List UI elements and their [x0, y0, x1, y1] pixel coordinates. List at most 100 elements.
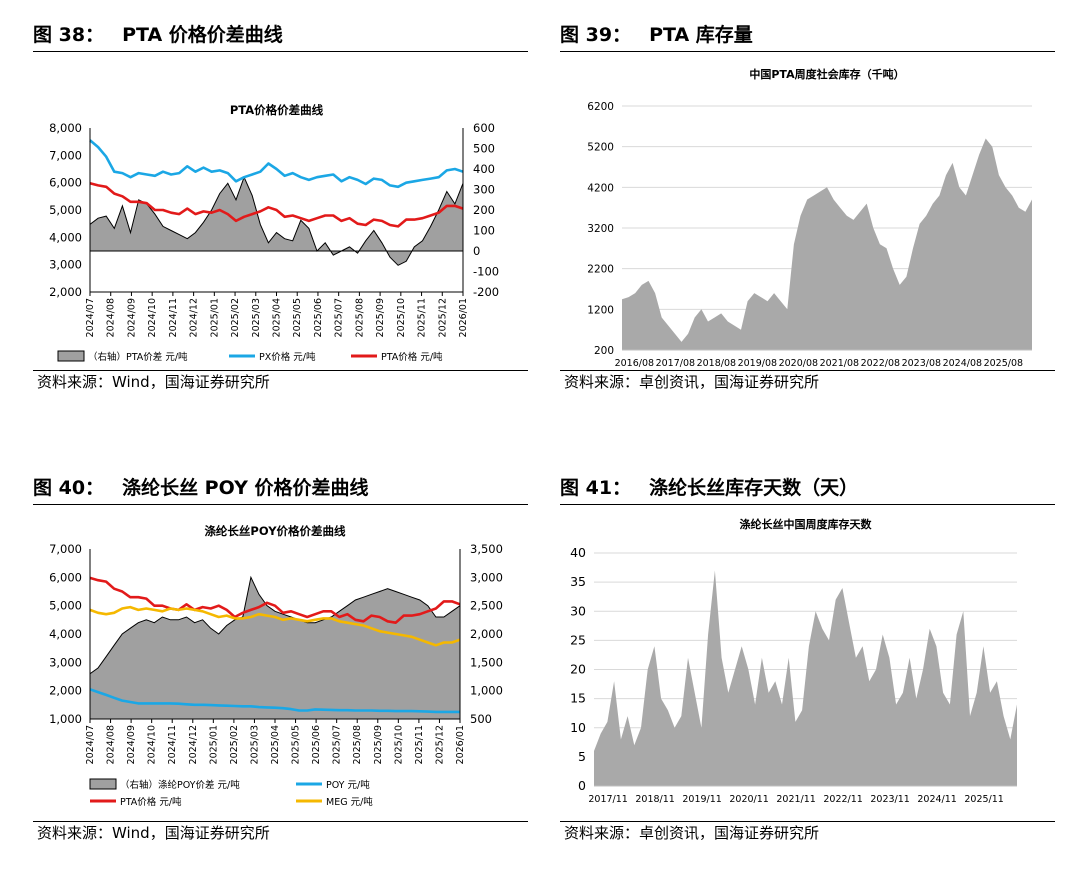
- fig38-x-tick-0: 2024/07: [85, 298, 96, 337]
- fig40-y-right-tick-1: 1,000: [470, 684, 503, 698]
- fig40-series-pta: [89, 576, 461, 624]
- fig40-y-right-tick-2: 1,500: [470, 655, 503, 669]
- fig40-x-tick-6: 2025/01: [208, 725, 219, 764]
- figure-39-top-rule: [560, 51, 1055, 52]
- fig41-y-tick-7: 35: [570, 574, 586, 589]
- fig41-y-tick-6: 30: [570, 603, 586, 618]
- fig40-x-tick-3: 2024/10: [147, 725, 158, 764]
- fig39-y-tick-1: 1200: [587, 304, 614, 316]
- fig38-x-tick-12: 2025/07: [334, 298, 345, 337]
- fig39-x-tick-5: 2021/08: [820, 358, 859, 369]
- fig39-x-tick-7: 2023/08: [902, 358, 941, 369]
- fig41-x-tick-5: 2022/11: [823, 794, 862, 805]
- fig38-x-tick-6: 2025/01: [209, 298, 220, 337]
- fig38-x-tick-5: 2024/12: [189, 298, 200, 337]
- fig40-x-tick-16: 2025/11: [414, 725, 425, 764]
- fig38-x-tick-11: 2025/06: [313, 298, 324, 337]
- figure-39-title: PTA 库存量: [649, 24, 753, 46]
- figure-41-number: 图 41：: [560, 477, 632, 499]
- fig38-y-right-tick-7: 500: [473, 142, 495, 156]
- fig39-chart-title: 中国PTA周度社会库存（千吨）: [749, 67, 904, 81]
- fig40-chart-title: 涤纶长丝POY价格价差曲线: [204, 524, 346, 538]
- figure-40-number: 图 40：: [33, 477, 105, 499]
- fig38-x-tick-3: 2024/10: [147, 298, 158, 337]
- fig38-y-left-tick-0: 2,000: [49, 285, 82, 299]
- fig38-y-left-tick-3: 5,000: [49, 203, 82, 217]
- fig39-y-tick-6: 6200: [587, 101, 614, 113]
- fig39-y-tick-5: 5200: [587, 142, 614, 154]
- fig40-legend-label-1: POY 元/吨: [326, 779, 370, 791]
- fig41-x-tick-6: 2023/11: [870, 794, 909, 805]
- fig38-y-right-tick-1: -100: [473, 265, 499, 279]
- fig38-legend-label-0: （右轴）PTA价差 元/吨: [88, 351, 188, 363]
- fig38-legend-swatch-0: [57, 350, 85, 362]
- fig41-x-tick-2: 2019/11: [682, 794, 721, 805]
- figure-40-bottom-rule: [33, 821, 528, 822]
- fig38-x-tick-18: 2026/01: [458, 298, 469, 337]
- fig38-y-left-tick-5: 7,000: [49, 148, 82, 162]
- fig38-legend-label-2: PTA价格 元/吨: [381, 351, 443, 363]
- figure-40-title: 涤纶长丝 POY 价格价差曲线: [122, 477, 369, 499]
- fig41-y-tick-3: 15: [570, 691, 586, 706]
- fig40-series-poy: [89, 688, 460, 714]
- fig40-y-left-tick-1: 2,000: [49, 684, 82, 698]
- fig38-x-tick-7: 2025/02: [230, 298, 241, 337]
- fig39-x-tick-1: 2017/08: [656, 358, 695, 369]
- figure-39-source: 资料来源：卓创资讯，国海证券研究所: [564, 373, 820, 391]
- fig41-x-tick-4: 2021/11: [776, 794, 815, 805]
- figure-40-heading: 图 40： 涤纶长丝 POY 价格价差曲线: [33, 473, 533, 503]
- fig40-y-right-tick-6: 3,500: [470, 542, 503, 556]
- fig40-x-tick-1: 2024/08: [106, 725, 117, 764]
- fig38-x-tick-13: 2025/08: [354, 298, 365, 337]
- figure-38-heading: 图 38： PTA 价格价差曲线: [33, 20, 533, 50]
- fig40-y-left-tick-3: 4,000: [49, 627, 82, 641]
- fig38-series-pta: [89, 181, 464, 228]
- figure-39-number: 图 39：: [560, 24, 632, 46]
- fig39-x-tick-2: 2018/08: [697, 358, 736, 369]
- fig40-x-tick-12: 2025/07: [332, 725, 343, 764]
- figure-38-title: PTA 价格价差曲线: [122, 24, 283, 46]
- fig38-y-left-tick-6: 8,000: [49, 121, 82, 135]
- figure-41-source: 资料来源：卓创资讯，国海证券研究所: [564, 824, 820, 842]
- fig40-series-meg: [89, 605, 461, 647]
- fig39-x-tick-6: 2022/08: [861, 358, 900, 369]
- fig40-y-right-tick-0: 500: [470, 712, 492, 726]
- fig41-x-tick-0: 2017/11: [588, 794, 627, 805]
- fig39-x-tick-9: 2025/08: [984, 358, 1023, 369]
- fig41-y-tick-0: 0: [578, 778, 586, 793]
- fig38-x-tick-4: 2024/11: [168, 298, 179, 337]
- fig41-x-tick-8: 2025/11: [964, 794, 1003, 805]
- fig38-chart-title: PTA价格价差曲线: [230, 103, 324, 117]
- figure-41-chart: 涤纶长丝中国周度库存天数 0 5 10 15 20 25 30 35 40 2017/11 2018/…: [570, 517, 1017, 805]
- fig39-x-tick-3: 2019/08: [738, 358, 777, 369]
- fig40-x-tick-18: 2026/01: [455, 725, 466, 764]
- figure-41-title: 涤纶长丝库存天数（天）: [649, 477, 859, 499]
- fig38-legend-label-1: PX价格 元/吨: [259, 351, 316, 363]
- fig38-y-right-tick-4: 200: [473, 203, 495, 217]
- fig39-y-tick-2: 2200: [587, 264, 614, 276]
- fig38-y-right-tick-6: 400: [473, 162, 495, 176]
- fig38-y-right-tick-5: 300: [473, 183, 495, 197]
- fig40-x-tick-13: 2025/08: [352, 725, 363, 764]
- figure-38-chart: PTA价格价差曲线 2,000 3,000 4,000 5,000 6,000 7,000 8…: [49, 103, 499, 363]
- fig40-legend-label-3: MEG 元/吨: [326, 796, 373, 808]
- fig40-y-left-tick-5: 6,000: [49, 570, 82, 584]
- fig40-y-left-tick-2: 3,000: [49, 655, 82, 669]
- figure-41-heading: 图 41： 涤纶长丝库存天数（天）: [560, 473, 1060, 503]
- fig41-series-area: [594, 570, 1017, 786]
- fig40-x-tick-9: 2025/04: [270, 725, 281, 764]
- fig41-x-tick-7: 2024/11: [917, 794, 956, 805]
- fig38-y-right-tick-0: -200: [473, 285, 499, 299]
- figure-41-bottom-rule: [560, 821, 1055, 822]
- fig41-y-tick-8: 40: [570, 545, 586, 560]
- fig38-x-tick-9: 2025/04: [272, 298, 283, 337]
- fig38-x-tick-15: 2025/10: [396, 298, 407, 337]
- fig40-x-tick-5: 2024/12: [188, 725, 199, 764]
- fig38-x-tick-14: 2025/09: [375, 298, 386, 337]
- fig40-x-tick-11: 2025/06: [311, 725, 322, 764]
- fig38-x-tick-8: 2025/03: [251, 298, 262, 337]
- fig38-y-right-tick-2: 0: [473, 244, 480, 258]
- figure-41-top-rule: [560, 504, 1055, 505]
- fig40-x-tick-8: 2025/03: [249, 725, 260, 764]
- figure-39-bottom-rule: [560, 370, 1055, 371]
